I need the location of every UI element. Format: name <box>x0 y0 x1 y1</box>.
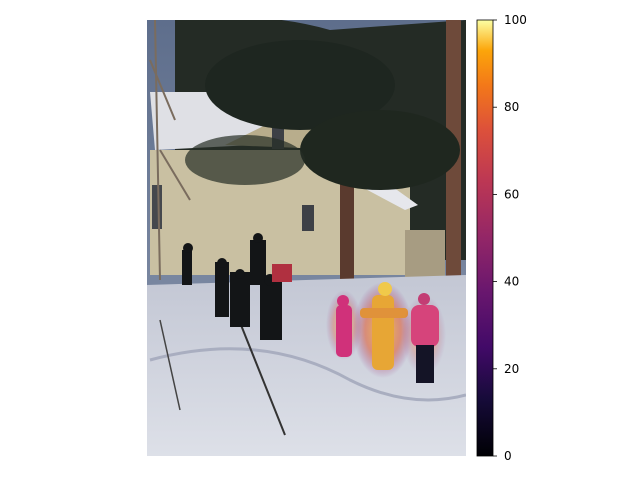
colorbar-tick-label: 20 <box>504 362 519 376</box>
child-in-pink-left <box>326 290 362 360</box>
colorbar-tick-label: 100 <box>504 13 527 27</box>
photo <box>147 20 466 456</box>
colorbar-tick-label: 60 <box>504 187 519 201</box>
child-in-yellow-center <box>353 282 413 378</box>
colorbar: 0 20 40 60 80 100 <box>476 13 527 463</box>
colorbar-tick-label: 40 <box>504 275 519 289</box>
colorbar-gradient <box>476 19 494 457</box>
colorbar-tick-label: 80 <box>504 100 519 114</box>
colorbar-ticks: 0 20 40 60 80 100 <box>493 13 527 463</box>
heatmap-overlay <box>326 282 446 383</box>
colorbar-tick-label: 0 <box>504 449 512 463</box>
child-in-pink-right <box>402 293 446 383</box>
